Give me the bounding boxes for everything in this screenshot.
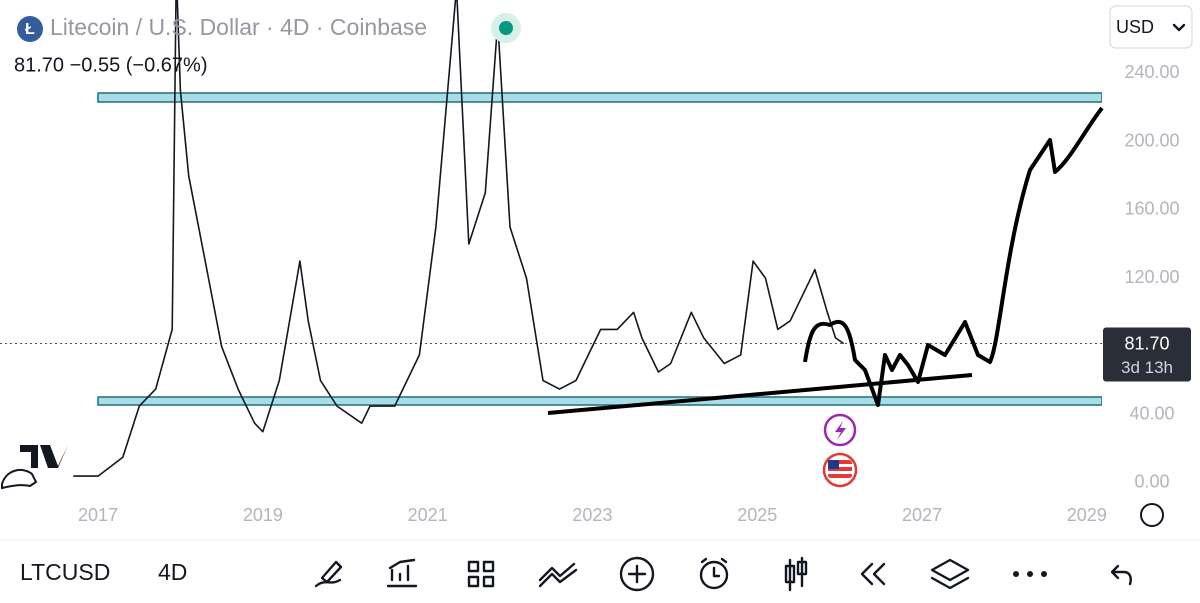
price-line [73,0,845,477]
coin-icon [17,16,43,42]
last-price-box [1103,327,1191,382]
currency-button[interactable] [1109,5,1193,49]
symbol-title: Litecoin / U.S. Dollar · 4D · Coinbase [50,14,427,40]
countdown: 3d 13h [1121,358,1173,377]
y-tick-label: 160.00 [1124,199,1179,219]
indicators[interactable] [386,558,418,588]
y-tick-label: 40.00 [1129,403,1174,423]
resistance-band [97,92,1102,103]
x-tick-label: 2023 [572,505,612,525]
undo[interactable] [1110,564,1132,586]
chevron [1172,23,1186,32]
more[interactable] [1041,571,1047,577]
y-tick-label: 0.00 [1134,472,1169,492]
coin-glyph: Ł [25,21,35,38]
market-status[interactable] [499,21,513,35]
replay[interactable] [860,562,886,586]
y-tick-label: 240.00 [1124,62,1179,82]
add[interactable] [619,556,655,592]
plot [0,0,1102,477]
settings-button[interactable] [1140,503,1164,527]
layouts[interactable] [467,560,495,588]
toolbar-icons [314,556,1132,592]
y-tick-label: 200.00 [1124,130,1179,150]
compare[interactable] [538,562,578,588]
x-tick-label: 2017 [78,505,118,525]
toolbar-interval[interactable]: 4D [158,559,187,585]
objects[interactable] [930,558,970,590]
toolbar-symbol[interactable]: LTCUSD [20,559,110,585]
lightning [835,421,846,440]
x-tick-label: 2025 [737,505,777,525]
currency: USD [1116,17,1154,37]
last-price-label: 81.70 [1124,333,1169,353]
trend-line [547,373,973,415]
support-band [97,396,1102,406]
x-tick-label: 2021 [408,505,448,525]
chart-type[interactable] [784,556,808,592]
projection-drawing [803,106,1104,407]
x-tick-label: 2019 [243,505,283,525]
x-tick-label: 2027 [902,505,942,525]
quote: 81.70 −0.55 (−0.67%) [14,54,207,76]
tv-logo [1,445,68,490]
alert[interactable] [699,560,729,590]
x-tick-label: 2029 [1067,505,1107,525]
draw-tool[interactable] [314,560,343,588]
us-flag [828,460,852,478]
y-tick-label: 120.00 [1124,267,1179,287]
